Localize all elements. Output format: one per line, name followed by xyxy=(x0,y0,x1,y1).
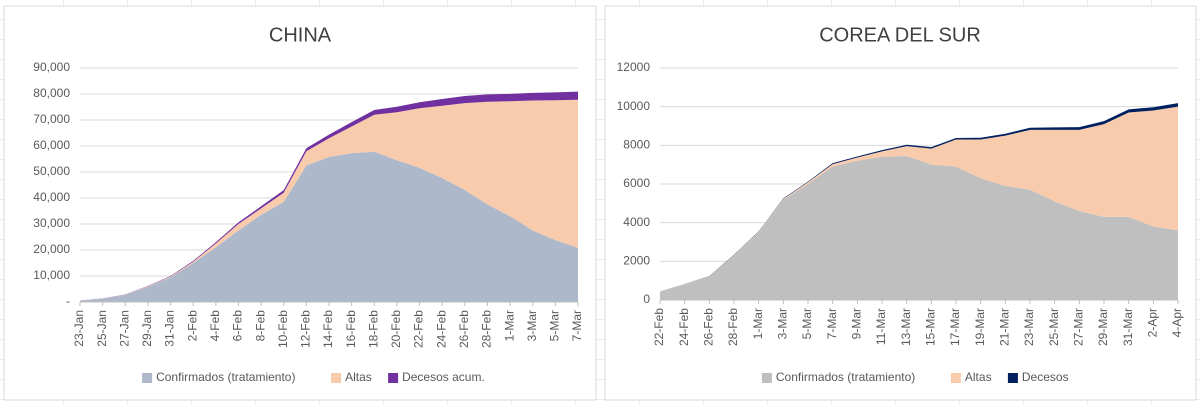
x-tick-label: 14-Feb xyxy=(321,310,335,348)
area xyxy=(660,155,1178,300)
x-tick-label: 8-Feb xyxy=(253,310,267,342)
x-tick-label: 15-Mar xyxy=(924,308,938,346)
x-tick-label: 26-Feb xyxy=(702,308,716,346)
x-tick-label: 22-Feb xyxy=(412,310,426,348)
x-tick-label: 26-Feb xyxy=(457,310,471,348)
x-tick-label: 28-Feb xyxy=(480,310,494,348)
legend-swatch xyxy=(950,373,961,383)
x-tick-label: 7-Mar xyxy=(825,308,839,339)
x-tick-label: 22-Feb xyxy=(652,308,666,346)
legend-label: Decesos xyxy=(1022,370,1069,384)
y-tick-label: 6000 xyxy=(623,176,650,190)
legend-label: Confirmados (tratamiento) xyxy=(156,370,295,384)
x-tick-label: 4-Feb xyxy=(208,310,222,342)
y-tick-label: 70,000 xyxy=(33,112,70,126)
x-tick-label: 7-Mar xyxy=(570,310,584,341)
x-tick-label: 17-Mar xyxy=(948,308,962,346)
area xyxy=(660,106,1178,292)
y-tick-label: 0 xyxy=(643,292,650,306)
x-tick-label: 6-Feb xyxy=(231,310,245,342)
x-tick-label: 25-Mar xyxy=(1047,308,1061,346)
x-tick-label: 1-Mar xyxy=(751,308,765,339)
x-tick-label: 28-Feb xyxy=(726,308,740,346)
legend-swatch xyxy=(142,373,153,383)
chart-title: COREA DEL SUR xyxy=(819,24,981,46)
y-tick-label: 30,000 xyxy=(33,216,70,230)
legend-swatch xyxy=(388,373,399,383)
y-tick-label: - xyxy=(66,294,70,308)
x-tick-label: 31-Jan xyxy=(163,310,177,347)
area xyxy=(80,151,578,302)
y-tick-label: 50,000 xyxy=(33,164,70,178)
legend-label: Decesos acum. xyxy=(402,370,485,384)
x-tick-label: 3-Mar xyxy=(525,310,539,341)
x-tick-label: 31-Mar xyxy=(1121,308,1135,346)
x-tick-label: 5-Mar xyxy=(548,310,562,341)
x-tick-label: 23-Mar xyxy=(1022,308,1036,346)
x-tick-label: 13-Mar xyxy=(899,308,913,346)
y-tick-label: 40,000 xyxy=(33,190,70,204)
x-tick-label: 23-Jan xyxy=(72,310,86,347)
x-tick-label: 29-Jan xyxy=(140,310,154,347)
x-tick-label: 10-Feb xyxy=(276,310,290,348)
x-tick-label: 24-Feb xyxy=(434,310,448,348)
x-tick-label: 27-Mar xyxy=(1072,308,1086,346)
x-tick-label: 29-Mar xyxy=(1096,308,1110,346)
y-tick-label: 10,000 xyxy=(33,268,70,282)
y-tick-label: 20,000 xyxy=(33,242,70,256)
legend-swatch xyxy=(1007,373,1018,383)
x-tick-label: 24-Feb xyxy=(677,308,691,346)
x-tick-label: 12-Feb xyxy=(299,310,313,348)
y-tick-label: 8000 xyxy=(623,138,650,152)
x-tick-label: 19-Mar xyxy=(973,308,987,346)
x-tick-label: 18-Feb xyxy=(366,310,380,348)
legend-swatch xyxy=(761,373,772,383)
x-tick-label: 4-Apr xyxy=(1170,308,1184,337)
y-tick-label: 2000 xyxy=(623,254,650,268)
y-tick-label: 10000 xyxy=(617,99,651,113)
x-tick-label: 1-Mar xyxy=(502,310,516,341)
y-tick-label: 4000 xyxy=(623,215,650,229)
area xyxy=(80,99,578,301)
legend-label: Altas xyxy=(345,370,372,384)
legend-label: Altas xyxy=(965,370,992,384)
x-tick-label: 27-Jan xyxy=(117,310,131,347)
legend-label: Confirmados (tratamiento) xyxy=(776,370,915,384)
x-tick-label: 20-Feb xyxy=(389,310,403,348)
x-tick-label: 21-Mar xyxy=(998,308,1012,346)
y-tick-label: 80,000 xyxy=(33,86,70,100)
legend-swatch xyxy=(331,373,342,383)
x-tick-label: 3-Mar xyxy=(776,308,790,339)
y-tick-label: 90,000 xyxy=(33,60,70,74)
x-tick-label: 9-Mar xyxy=(850,308,864,339)
x-tick-label: 2-Feb xyxy=(185,310,199,342)
x-tick-label: 25-Jan xyxy=(95,310,109,347)
x-tick-label: 2-Apr xyxy=(1146,308,1160,337)
y-tick-label: 60,000 xyxy=(33,138,70,152)
x-tick-label: 11-Mar xyxy=(874,308,888,345)
x-tick-label: 5-Mar xyxy=(800,308,814,339)
y-tick-label: 12000 xyxy=(617,60,651,74)
x-tick-label: 16-Feb xyxy=(344,310,358,348)
chart-title: CHINA xyxy=(269,24,332,46)
